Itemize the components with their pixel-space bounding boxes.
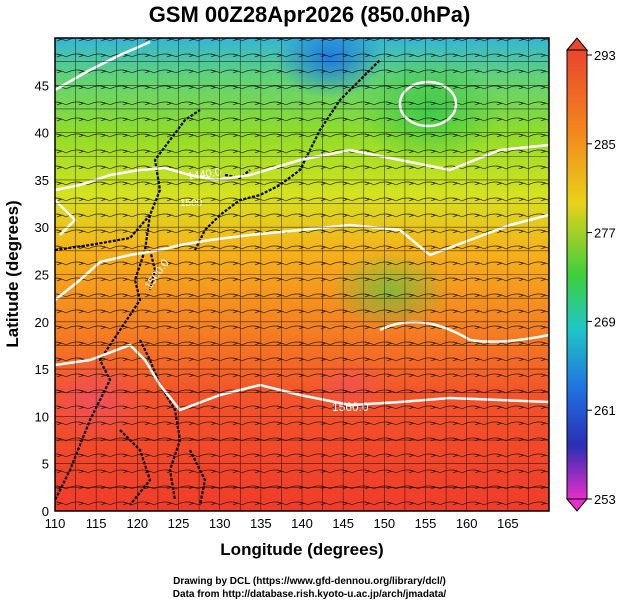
colorbar-tick-label: 253 bbox=[594, 492, 616, 507]
x-tick-label: 130 bbox=[209, 516, 231, 531]
x-tick-label: 165 bbox=[497, 516, 519, 531]
x-tick-label: 155 bbox=[415, 516, 437, 531]
x-tick-label: 115 bbox=[86, 516, 107, 531]
y-axis-label: Latitude (degrees) bbox=[3, 200, 22, 347]
x-axis-label: Longitude (degrees) bbox=[220, 540, 383, 559]
contour-label: 1440.0 bbox=[187, 166, 222, 183]
y-tick-label: 45 bbox=[35, 78, 49, 93]
colorbar-tick-label: 269 bbox=[594, 314, 616, 329]
y-tick-label: 0 bbox=[42, 504, 49, 519]
y-tick-label: 40 bbox=[35, 126, 49, 141]
y-tick-label: 10 bbox=[35, 409, 49, 424]
x-tick-label: 150 bbox=[373, 516, 395, 531]
colorbar: 293 285 277 269 261 253 bbox=[565, 37, 616, 512]
colorbar-upper-arrow bbox=[565, 37, 589, 51]
contour-label: 1560.0 bbox=[332, 400, 369, 414]
y-tick-label: 35 bbox=[35, 173, 49, 188]
x-tick-label: 140 bbox=[291, 516, 313, 531]
x-tick-label: 145 bbox=[332, 516, 354, 531]
y-tick-label: 15 bbox=[35, 362, 49, 377]
temperature-field bbox=[55, 38, 549, 511]
credit-drawing: Drawing by DCL (https://www.gfd-dennou.o… bbox=[173, 576, 446, 587]
x-tick-label: 135 bbox=[250, 516, 272, 531]
y-tick-labels: 0 5 10 15 20 25 30 35 40 45 bbox=[35, 78, 49, 519]
x-tick-label: 110 bbox=[45, 516, 66, 531]
x-tick-labels: 110 115 120 125 130 135 140 145 150 155 160 165 bbox=[45, 516, 519, 531]
colorbar-tick-label: 285 bbox=[594, 137, 616, 152]
x-tick-label: 160 bbox=[456, 516, 478, 531]
colorbar-tick-label: 261 bbox=[594, 403, 616, 418]
colorbar-tick-label: 293 bbox=[594, 48, 616, 63]
x-tick-label: 125 bbox=[168, 516, 190, 531]
lat-lon-grid bbox=[54, 37, 550, 512]
y-tick-label: 5 bbox=[42, 457, 49, 472]
colorbar-lower-arrow bbox=[565, 498, 589, 512]
y-tick-label: 20 bbox=[35, 315, 49, 330]
map-title: GSM 00Z28Apr2026 (850.0hPa) bbox=[148, 2, 471, 27]
colorbar-tick-label: 277 bbox=[594, 226, 616, 241]
colorbar-scale bbox=[566, 49, 588, 500]
y-tick-label: 30 bbox=[35, 220, 49, 235]
credit-data: Data from http://database.rish.kyoto-u.a… bbox=[172, 589, 447, 600]
y-tick-label: 25 bbox=[35, 268, 49, 283]
x-tick-label: 120 bbox=[126, 516, 148, 531]
plot-frame bbox=[54, 37, 550, 512]
